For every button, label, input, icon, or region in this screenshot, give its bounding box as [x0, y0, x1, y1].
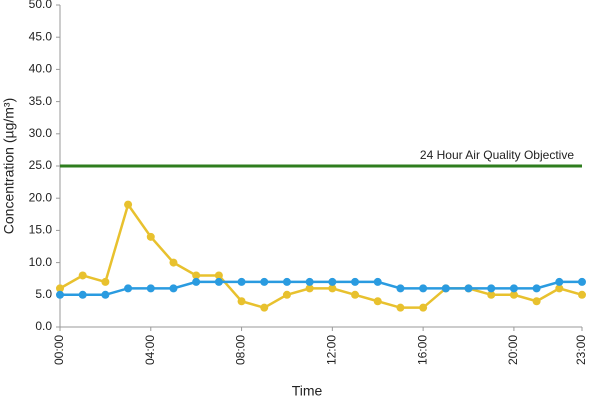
- point: [192, 271, 201, 280]
- point: [555, 277, 564, 286]
- x-tick-label: 16:00: [415, 335, 429, 365]
- point: [487, 290, 496, 299]
- y-axis-title: Concentration (µg/m³): [1, 98, 17, 234]
- y-tick-label: 45.0: [29, 29, 53, 43]
- x-tick-label: 00:00: [52, 335, 66, 365]
- point: [214, 271, 223, 280]
- point: [509, 284, 518, 293]
- point: [464, 284, 473, 293]
- y-tick-label: 10.0: [29, 255, 53, 269]
- point: [328, 277, 337, 286]
- point: [101, 290, 110, 299]
- point: [169, 284, 178, 293]
- point: [56, 290, 64, 299]
- point: [282, 277, 291, 286]
- point: [56, 284, 64, 293]
- point: [260, 277, 269, 286]
- series-line: [59, 201, 583, 310]
- point: [146, 232, 155, 241]
- point: [146, 284, 155, 293]
- x-tick-label: 08:00: [234, 335, 248, 365]
- point: [351, 290, 360, 299]
- point: [124, 284, 133, 293]
- x-tick-label: 23:00: [574, 335, 588, 365]
- point: [396, 303, 405, 312]
- x-tick-label: 04:00: [143, 335, 157, 365]
- point: [124, 200, 133, 209]
- x-tick-label: 12:00: [325, 335, 339, 365]
- point: [578, 290, 586, 299]
- y-tick-label: 30.0: [29, 126, 53, 140]
- point: [260, 303, 269, 312]
- point: [237, 297, 246, 306]
- y-tick-label: 25.0: [29, 158, 53, 172]
- point: [282, 290, 291, 299]
- point: [78, 271, 87, 280]
- y-tick-label: 50.0: [29, 0, 53, 11]
- y-tick-label: 35.0: [29, 94, 53, 108]
- point: [419, 284, 428, 293]
- point: [487, 284, 496, 293]
- point: [532, 297, 541, 306]
- point: [578, 277, 586, 286]
- point: [214, 277, 223, 286]
- point: [192, 277, 201, 286]
- point: [351, 277, 360, 286]
- point: [441, 284, 450, 293]
- y-tick-label: 15.0: [29, 223, 53, 237]
- point: [532, 284, 541, 293]
- point: [78, 290, 87, 299]
- reference-label: 24 Hour Air Quality Objective: [420, 148, 574, 162]
- point: [328, 284, 337, 293]
- point: [101, 277, 110, 286]
- point: [419, 303, 428, 312]
- point: [237, 277, 246, 286]
- point: [373, 277, 382, 286]
- point: [396, 284, 405, 293]
- y-tick-label: 20.0: [29, 190, 53, 204]
- y-tick-label: 0.0: [35, 319, 52, 333]
- x-axis-title: Time: [292, 383, 323, 399]
- point: [305, 284, 314, 293]
- point: [555, 284, 564, 293]
- y-tick-label: 40.0: [29, 62, 53, 76]
- point: [169, 258, 178, 267]
- point: [373, 297, 382, 306]
- y-tick-label: 5.0: [35, 287, 52, 301]
- point: [509, 290, 518, 299]
- x-tick-label: 20:00: [506, 335, 520, 365]
- point: [305, 277, 314, 286]
